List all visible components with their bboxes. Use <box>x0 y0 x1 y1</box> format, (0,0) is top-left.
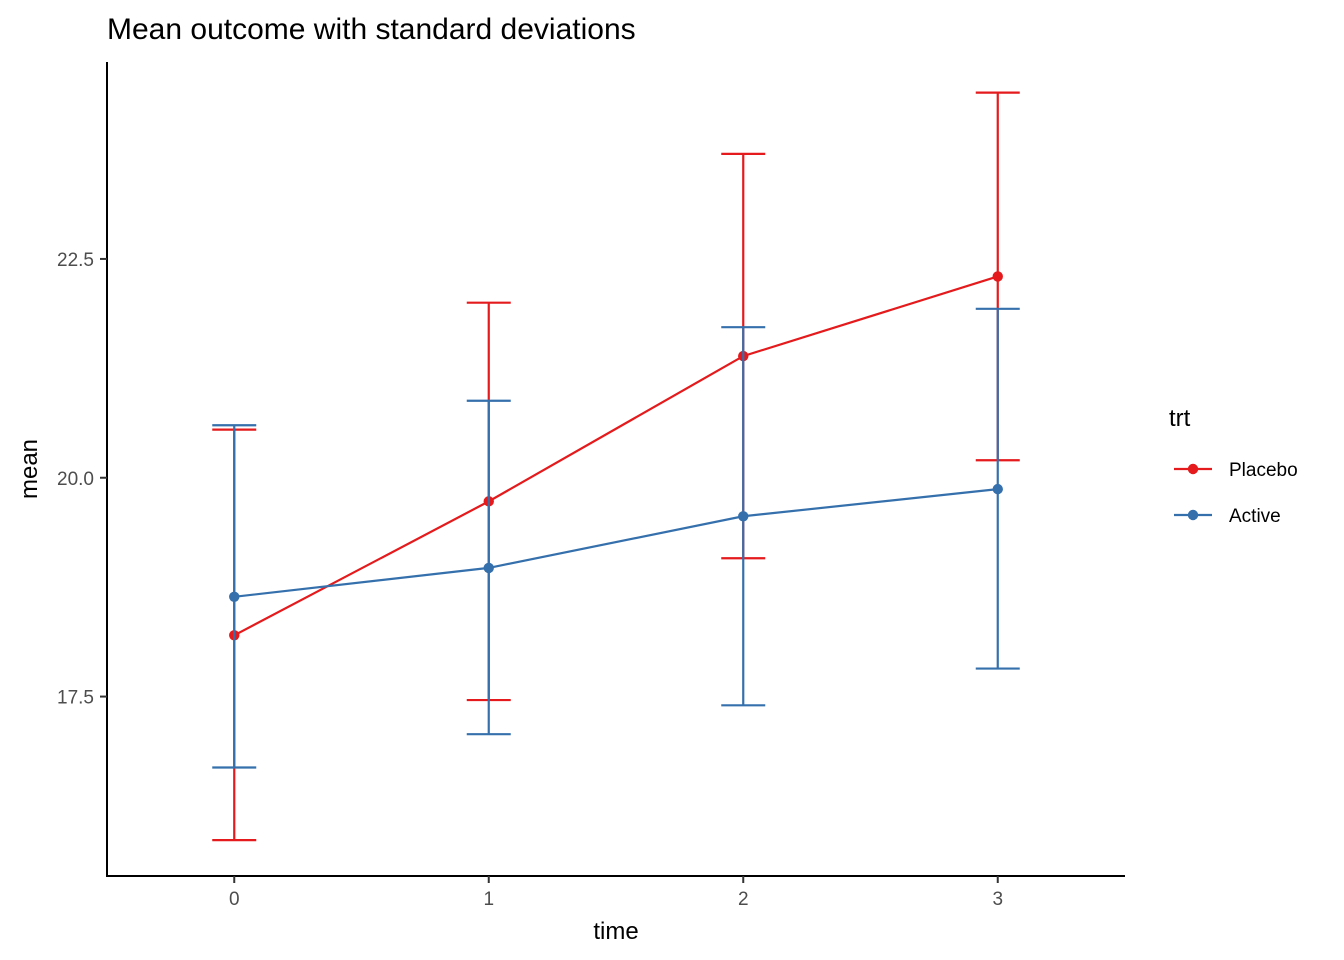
data-point <box>483 562 494 574</box>
series-line <box>233 275 999 637</box>
legend-label: Active <box>1229 506 1281 527</box>
data-point <box>992 483 1003 495</box>
y-tick-label: 17.5 <box>57 688 94 709</box>
legend-title: trt <box>1169 405 1191 432</box>
x-axis-title: time <box>593 918 638 945</box>
x-tick-label: 3 <box>992 889 1003 910</box>
x-ticks: 0 1 2 3 <box>229 876 1003 910</box>
x-tick-label: 2 <box>738 889 749 910</box>
plot-area <box>212 91 1020 842</box>
y-ticks: 17.5 20.0 22.5 <box>57 250 107 709</box>
series-line <box>234 488 998 598</box>
data-point <box>738 511 749 522</box>
y-axis-title: mean <box>16 439 43 499</box>
x-tick-label: 0 <box>229 889 240 910</box>
legend-label: Placebo <box>1229 460 1298 481</box>
y-tick-label: 22.5 <box>57 250 94 271</box>
series-active <box>212 307 1020 769</box>
legend: trt Placebo Active <box>1169 405 1298 527</box>
data-point <box>992 271 1003 282</box>
series-placebo <box>212 91 1020 842</box>
data-point <box>229 591 240 602</box>
legend-key-point <box>1187 509 1199 521</box>
legend-key-point <box>1187 463 1199 475</box>
chart-title: Mean outcome with standard deviations <box>107 13 636 46</box>
legend-item-active: Active <box>1174 506 1281 527</box>
legend-item-placebo: Placebo <box>1174 460 1298 481</box>
x-tick-label: 1 <box>483 889 494 910</box>
y-tick-label: 20.0 <box>57 469 94 490</box>
